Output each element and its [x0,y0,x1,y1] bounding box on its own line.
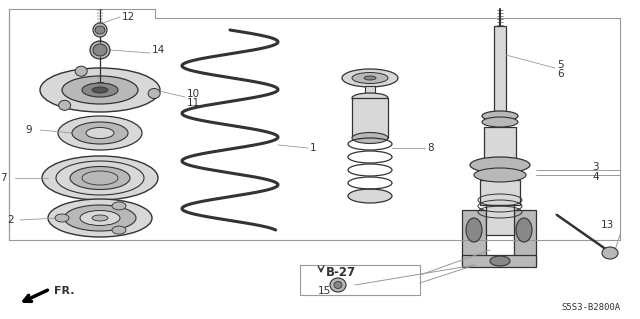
Ellipse shape [474,168,526,182]
Ellipse shape [92,87,108,93]
Bar [486,205,514,235]
Ellipse shape [40,68,160,112]
Text: 4: 4 [592,172,598,182]
Ellipse shape [516,218,532,242]
Ellipse shape [62,76,138,104]
Text: 10: 10 [187,89,200,99]
Ellipse shape [42,156,158,200]
Bar [480,180,520,205]
Ellipse shape [342,69,398,87]
Ellipse shape [93,23,107,37]
Ellipse shape [348,189,392,203]
Bar [494,26,506,116]
Text: 14: 14 [152,45,165,55]
Text: 15: 15 [318,286,332,296]
Bar [352,98,388,138]
Ellipse shape [48,199,152,237]
Ellipse shape [112,226,126,234]
Bar [462,255,536,267]
Ellipse shape [70,167,130,189]
Ellipse shape [59,100,70,110]
Bar [484,127,516,202]
Ellipse shape [482,117,518,127]
Ellipse shape [90,41,110,59]
Ellipse shape [490,256,510,266]
Ellipse shape [64,205,136,231]
Ellipse shape [148,88,160,99]
Ellipse shape [466,218,482,242]
Bar [462,210,486,265]
Ellipse shape [92,215,108,221]
Bar [514,210,536,265]
Text: S5S3-B2800A: S5S3-B2800A [561,303,620,313]
Ellipse shape [75,66,87,76]
Text: 7: 7 [0,173,6,183]
Ellipse shape [95,26,105,34]
Ellipse shape [352,132,388,144]
Ellipse shape [72,122,128,144]
Text: 6: 6 [557,69,564,79]
Ellipse shape [112,202,126,210]
Ellipse shape [58,116,142,150]
Ellipse shape [82,83,118,97]
Text: 1: 1 [310,143,317,153]
Ellipse shape [80,211,120,226]
Text: 9: 9 [25,125,31,135]
Ellipse shape [352,72,388,84]
Text: 3: 3 [592,162,598,172]
Text: FR.: FR. [54,286,74,296]
Text: 12: 12 [122,12,135,22]
Ellipse shape [334,281,342,288]
Text: 5: 5 [557,60,564,70]
Ellipse shape [602,247,618,259]
Ellipse shape [55,214,69,222]
Ellipse shape [86,128,114,138]
Ellipse shape [93,44,107,56]
Ellipse shape [330,278,346,292]
Text: 2: 2 [7,215,13,225]
Text: B-27: B-27 [326,265,356,278]
Text: 11: 11 [187,98,200,108]
Ellipse shape [364,76,376,80]
Bar [365,86,375,98]
Ellipse shape [482,111,518,121]
Text: 8: 8 [427,143,434,153]
Ellipse shape [470,157,530,173]
Ellipse shape [352,93,388,103]
Text: 13: 13 [601,220,614,230]
